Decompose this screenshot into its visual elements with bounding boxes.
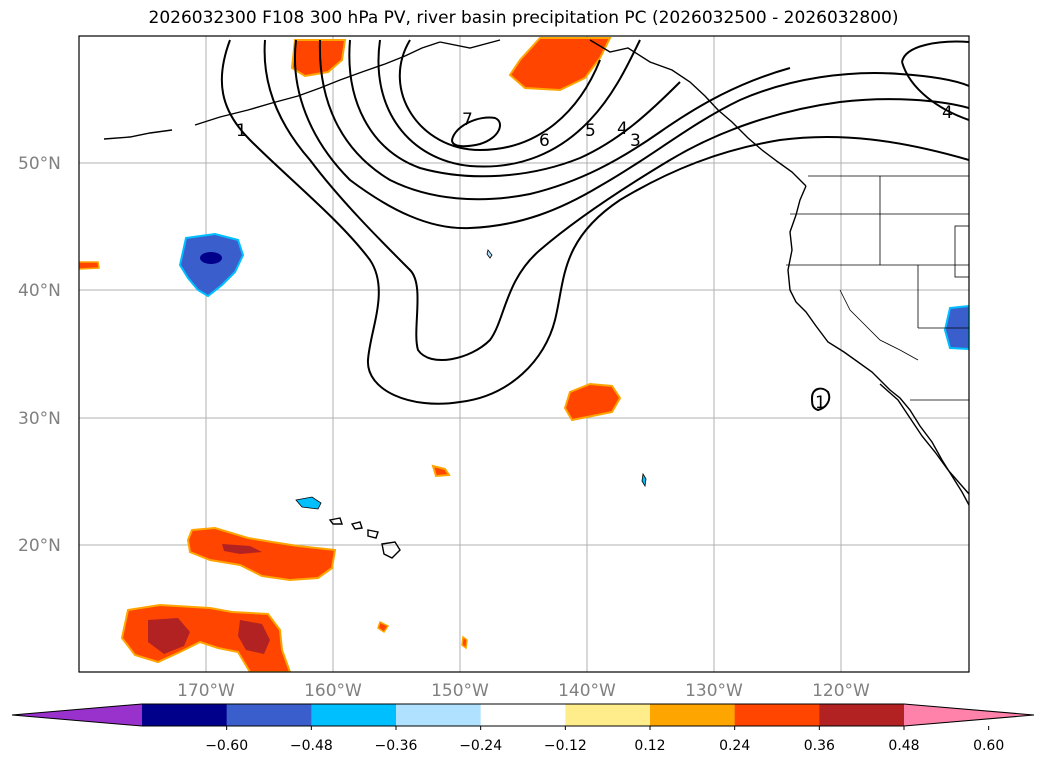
precip-area-negative <box>295 496 322 510</box>
latitude-labels: 50°N 40°N 30°N 20°N <box>18 154 61 556</box>
lat-label: 40°N <box>18 281 61 301</box>
colorbar-tick-label: −0.12 <box>544 738 587 754</box>
colorbar-segment <box>819 704 905 726</box>
precip-core-positive <box>222 544 262 554</box>
contour-label: 6 <box>539 131 550 151</box>
colorbar-segment <box>226 704 312 726</box>
precip-core-positive <box>148 618 190 654</box>
lon-label: 120°W <box>812 681 870 701</box>
colorbar-segment <box>480 704 566 726</box>
lat-label: 50°N <box>18 154 61 174</box>
contour-label: 3 <box>630 131 641 151</box>
precip-area-negative <box>943 304 969 351</box>
colorbar-tick-label: 0.60 <box>973 738 1004 754</box>
coastlines <box>103 39 969 559</box>
precip-core-negative <box>200 252 222 264</box>
contour-label: 4 <box>942 103 953 123</box>
contour-label: 5 <box>585 121 596 141</box>
lon-label: 150°W <box>431 681 489 701</box>
lat-label: 20°N <box>18 536 61 556</box>
pv-contours <box>220 39 969 412</box>
precip-area-positive <box>186 526 337 582</box>
colorbar-tick-label: −0.48 <box>290 738 333 754</box>
precip-area-positive <box>563 382 622 422</box>
precip-core-positive <box>238 620 270 654</box>
map-title: 2026032300 F108 300 hPa PV, river basin … <box>148 8 899 28</box>
colorbar-outline <box>11 703 1035 727</box>
contour-label: 1 <box>236 121 247 141</box>
colorbar-tick-label: −0.24 <box>459 738 502 754</box>
precip-area-negative <box>178 232 245 298</box>
precip-area-positive <box>508 37 612 92</box>
colorbar-segment <box>142 704 228 726</box>
lat-label: 30°N <box>18 409 61 429</box>
colorbar-segment <box>650 704 736 726</box>
lon-label: 170°W <box>177 681 235 701</box>
contour-label: 4 <box>617 119 628 139</box>
precip-area-negative <box>641 472 647 488</box>
colorbar-segment <box>396 704 482 726</box>
lon-label: 130°W <box>685 681 743 701</box>
pv-contour-labels: 1 7 6 5 4 3 4 1 <box>236 103 953 413</box>
precip-area-positive <box>431 464 451 478</box>
colorbar-segment <box>311 704 397 726</box>
colorbar-tick-label: 0.36 <box>804 738 835 754</box>
map-frame <box>78 35 970 673</box>
precip-shading <box>79 37 969 672</box>
colorbar-segment <box>734 704 820 726</box>
precip-area-positive <box>79 261 100 270</box>
colorbar-tick-label: −0.60 <box>205 738 248 754</box>
lon-label: 160°W <box>304 681 362 701</box>
graticule <box>79 36 969 672</box>
colorbar <box>11 703 1035 727</box>
precip-area-positive <box>290 39 347 78</box>
longitude-labels: 170°W 160°W 150°W 140°W 130°W 120°W <box>177 681 870 701</box>
contour-label: 7 <box>462 110 473 130</box>
colorbar-extend-high <box>904 704 1034 726</box>
colorbar-segment <box>565 704 651 726</box>
colorbar-tick-label: 0.12 <box>634 738 665 754</box>
precip-area-negative <box>486 249 493 259</box>
colorbar-tick-label: −0.36 <box>375 738 418 754</box>
precip-area-positive <box>377 620 390 634</box>
contour-label: 1 <box>815 393 826 413</box>
colorbar-labels: −0.60 −0.48 −0.36 −0.24 −0.12 0.12 0.24 0.36 0.4… <box>205 726 1004 754</box>
colorbar-extend-low <box>12 704 142 726</box>
precip-area-positive <box>461 635 468 650</box>
political-borders <box>786 175 969 401</box>
colorbar-tick-label: 0.48 <box>888 738 919 754</box>
colorbar-tick-label: 0.24 <box>719 738 750 754</box>
lon-label: 140°W <box>558 681 616 701</box>
map-background <box>79 36 969 672</box>
